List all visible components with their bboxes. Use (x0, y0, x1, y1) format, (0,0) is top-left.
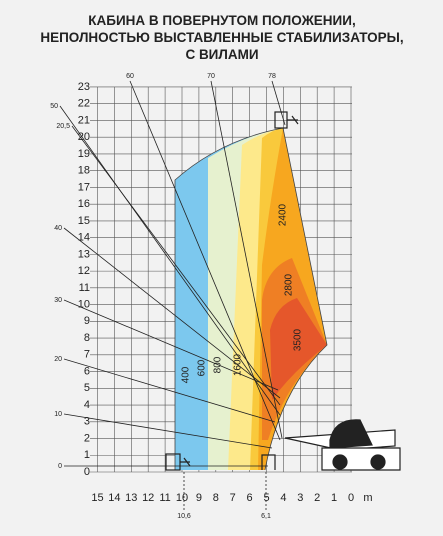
stabilizer (261, 454, 276, 470)
x-tick-label: 7 (230, 492, 236, 504)
y-tick-label: 16 (78, 198, 90, 210)
fork-bottom-tines (180, 457, 191, 467)
y-tick-label: 0 (84, 466, 90, 478)
y-tick-label: 11 (79, 282, 90, 294)
zone-label: 400 (181, 366, 192, 383)
y-tick-label: 22 (78, 98, 90, 110)
x-tick-label: 0 (348, 492, 354, 504)
x-tick-label: 6 (247, 492, 253, 504)
boom-line (63, 413, 273, 449)
wheel (370, 454, 386, 470)
boom-line (71, 125, 281, 406)
wheel (332, 454, 348, 470)
x-tick-label: 12 (142, 492, 154, 504)
reach-mark: 6,1 (261, 513, 271, 520)
zone-3500 (270, 298, 327, 400)
y-tick-label: 12 (78, 265, 90, 277)
title-line: С ВИЛАМИ (185, 47, 258, 62)
title-line: НЕПОЛНОСТЬЮ ВЫСТАВЛЕННЫЕ СТАБИЛИЗАТОРЫ, (40, 30, 403, 45)
zone-label: 800 (213, 356, 224, 373)
boom-line (271, 80, 286, 126)
machine (165, 111, 401, 471)
zone-label: 2800 (284, 273, 295, 296)
zone-label: 2400 (278, 203, 289, 226)
x-tick-label: 1 (331, 492, 337, 504)
y-tick-label: 20 (78, 131, 90, 143)
x-tick-label: 2 (314, 492, 320, 504)
y-tick-label: 6 (84, 365, 90, 377)
envelope (174, 127, 328, 471)
x-tick-label: 10 (176, 492, 188, 504)
angle-label: 40 (54, 225, 62, 232)
angle-label: 30 (54, 297, 62, 304)
y-tick-label: 15 (78, 215, 90, 227)
y-tick-label: 19 (78, 148, 90, 160)
title-line: КАБИНА В ПОВЕРНУТОМ ПОЛОЖЕНИИ, (88, 13, 355, 28)
x-tick-label: 13 (125, 492, 137, 504)
angle-label: 70 (207, 73, 215, 80)
x-tick-label: 15 (91, 492, 103, 504)
x-tick-label: 3 (297, 492, 303, 504)
y-tick-label: 13 (78, 248, 90, 260)
x-tick-label: 4 (280, 492, 286, 504)
y-tick-label: 7 (84, 349, 90, 361)
y-tick-label: 18 (78, 165, 90, 177)
y-tick-label: 14 (78, 232, 90, 244)
y-tick-label: 23 (78, 81, 90, 93)
fork-top-tines (287, 115, 299, 125)
x-unit: m (363, 492, 372, 504)
zone-label: 3500 (293, 328, 304, 351)
y-tick-label: 9 (84, 315, 90, 327)
angle-label: 0 (58, 463, 62, 470)
zone-label: 600 (197, 359, 208, 376)
y-tick-label: 8 (84, 332, 90, 344)
y-tick-label: 1 (84, 449, 90, 461)
reach-mark: 10,6 (177, 513, 191, 520)
angle-label: 20,5 (56, 123, 70, 130)
x-tick-label: 8 (213, 492, 219, 504)
boom-line (210, 80, 283, 439)
angle-label: 50 (50, 103, 58, 110)
cab (329, 419, 373, 449)
y-tick-label: 4 (84, 399, 90, 411)
y-tick-label: 2 (84, 432, 90, 444)
y-tick-label: 3 (84, 416, 90, 428)
angle-label: 60 (126, 73, 134, 80)
boom-line (59, 105, 281, 416)
y-tick-label: 10 (78, 299, 90, 311)
x-tick-label: 9 (196, 492, 202, 504)
angle-label: 20 (54, 356, 62, 363)
angle-label: 78 (268, 73, 276, 80)
y-tick-label: 17 (78, 181, 90, 193)
y-tick-label: 5 (84, 382, 90, 394)
boom-line (63, 227, 281, 399)
angle-label: 10 (54, 411, 62, 418)
x-tick-label: 14 (108, 492, 120, 504)
x-tick-label: 5 (263, 492, 269, 504)
zone-label: 1600 (233, 353, 244, 376)
x-tick-label: 11 (159, 492, 170, 504)
labels: КАБИНА В ПОВЕРНУТОМ ПОЛОЖЕНИИ, НЕПОЛНОСТЬ… (40, 13, 403, 520)
boom-line (63, 299, 279, 391)
y-tick-label: 21 (78, 114, 90, 126)
boom-lines (59, 80, 286, 510)
boom-line (63, 358, 276, 423)
